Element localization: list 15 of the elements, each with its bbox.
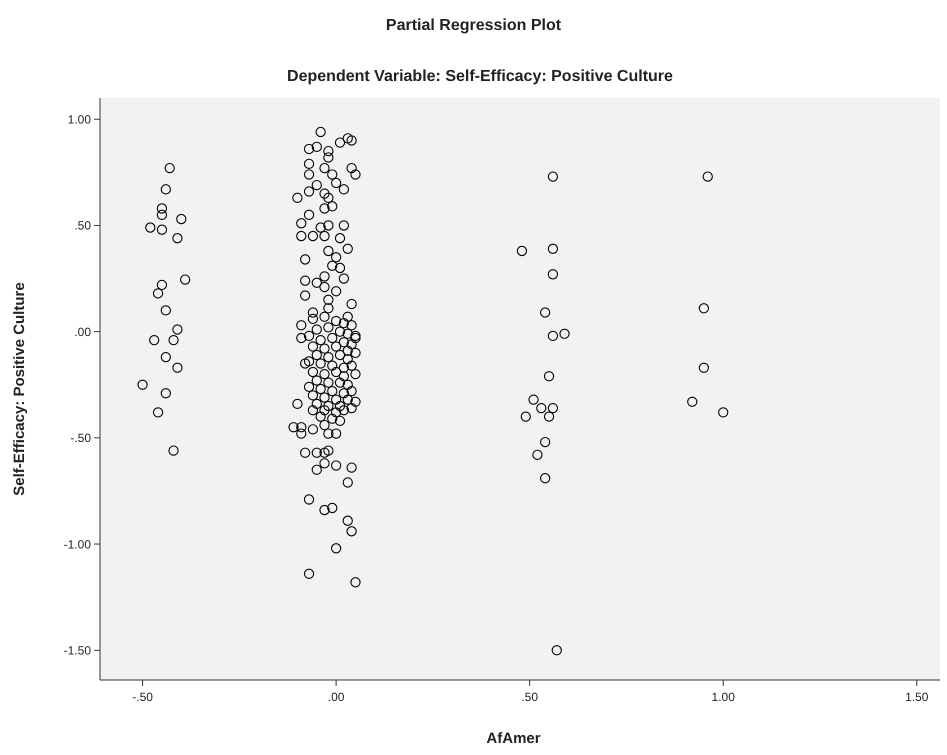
y-axis-title: Self-Efficacy: Positive Culture <box>11 282 28 496</box>
y-tick-label: 1.00 <box>68 112 92 126</box>
x-tick-label: -.50 <box>132 690 154 704</box>
x-tick-label: 1.00 <box>712 690 736 704</box>
y-tick-label: .50 <box>74 218 92 233</box>
x-tick-label: .50 <box>521 690 538 704</box>
y-tick-label: .00 <box>74 324 92 339</box>
x-axis-title: AfAmer <box>486 730 541 747</box>
y-tick-label: -1.00 <box>64 537 92 552</box>
y-tick-label: -.50 <box>70 431 92 446</box>
y-tick-label: -1.50 <box>64 643 92 658</box>
chart-title: Partial Regression Plot <box>386 17 562 34</box>
x-tick-label: .00 <box>328 690 345 704</box>
x-tick-label: 1.50 <box>905 690 929 704</box>
chart-subtitle: Dependent Variable: Self-Efficacy: Positive Culture <box>287 68 674 85</box>
